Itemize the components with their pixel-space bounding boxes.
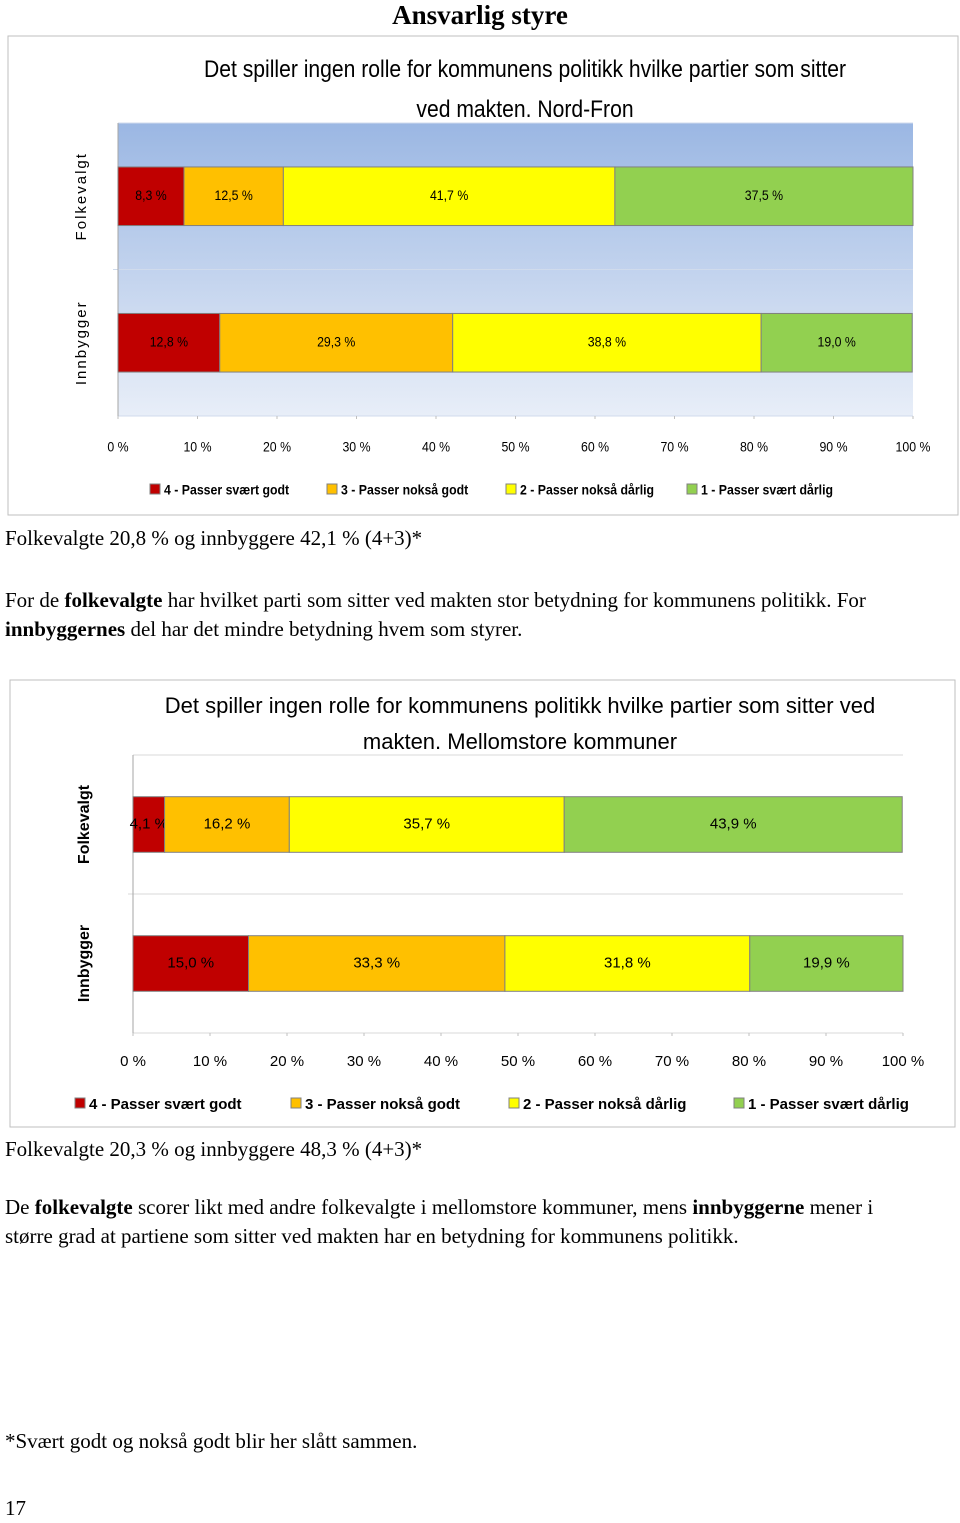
data-label: 35,7 % — [403, 815, 450, 832]
x-tick-label: 40 % — [422, 439, 450, 455]
plot-area — [133, 755, 903, 1033]
legend-label: 2 - Passer nokså dårlig — [520, 482, 654, 498]
x-tick-label: 60 % — [578, 1053, 612, 1070]
summary: Folkevalgte 20,3 % og innbyggere 48,3 % … — [5, 1137, 423, 1161]
data-label: 12,8 % — [150, 334, 189, 350]
x-tick-label: 70 % — [655, 1053, 689, 1070]
legend-label: 1 - Passer svært dårlig — [748, 1096, 909, 1113]
bar-segment — [183, 166, 284, 227]
legend-label: 4 - Passer svært godt — [164, 482, 290, 498]
text-run: scorer likt med andre folkevalgte i mell… — [132, 1195, 693, 1219]
bar-segment — [117, 166, 185, 227]
category-label: Innbygger — [73, 300, 90, 385]
legend-label: 4 - Passer svært godt — [89, 1096, 242, 1113]
x-tick-label: 60 % — [581, 439, 609, 455]
text-run: innbyggernes — [5, 617, 126, 641]
category-label: Folkevalgt — [73, 152, 90, 240]
bar-segment — [219, 312, 454, 373]
legend-label: 1 - Passer svært dårlig — [701, 482, 833, 498]
bar-segment — [504, 935, 751, 992]
plot-area — [118, 123, 913, 416]
bar-segment — [164, 796, 290, 853]
x-tick-label: 20 % — [263, 439, 291, 455]
x-tick-label: 90 % — [809, 1053, 843, 1070]
x-tick-label: 0 % — [107, 439, 128, 455]
x-tick-label: 40 % — [424, 1053, 458, 1070]
summary: Folkevalgte 20,8 % og innbyggere 42,1 % … — [5, 526, 423, 550]
text-run: del har det mindre betydning hvem som st… — [125, 617, 523, 641]
data-label: 16,2 % — [204, 815, 251, 832]
legend-swatch — [149, 483, 161, 495]
x-tick-label: 50 % — [501, 1053, 535, 1070]
category-label: Folkevalgt — [76, 784, 93, 864]
legend-label: 3 - Passer nokså godt — [305, 1096, 460, 1113]
text-run: For de — [5, 588, 65, 612]
x-tick-label: 20 % — [270, 1053, 304, 1070]
chart-title: Det spiller ingen rolle for kommunens po… — [203, 56, 847, 123]
chart-title: Det spiller ingen rolle for kommunens po… — [164, 693, 876, 754]
data-label: 19,9 % — [803, 954, 850, 971]
data-label: 8,3 % — [135, 187, 167, 203]
bar-segment — [132, 796, 166, 853]
bar-segment — [132, 935, 249, 992]
legend-swatch — [326, 483, 338, 495]
text-run: folkevalgte — [64, 588, 163, 612]
bar-segment — [117, 312, 221, 373]
bar-segment — [248, 935, 506, 992]
text-run: De — [5, 1195, 35, 1219]
x-tick-label: 100 % — [896, 439, 931, 455]
bar-segment — [614, 166, 914, 227]
legend-label: 2 - Passer nokså dårlig — [523, 1096, 686, 1113]
legend-swatch — [74, 1097, 86, 1109]
bar-segment — [282, 166, 616, 227]
data-label: 19,0 % — [818, 334, 857, 350]
page-number: 17 — [5, 1496, 26, 1520]
data-label: 4,1 % — [130, 815, 168, 832]
bar-segment — [749, 935, 904, 992]
text-run: folkevalgte — [34, 1195, 133, 1219]
paragraph: For de folkevalgte har hvilket parti som… — [5, 586, 935, 644]
x-tick-label: 80 % — [732, 1053, 766, 1070]
x-tick-label: 30 % — [342, 439, 370, 455]
data-label: 37,5 % — [745, 187, 784, 203]
data-label: 43,9 % — [710, 815, 757, 832]
data-label: 33,3 % — [353, 954, 400, 971]
legend-swatch — [733, 1097, 745, 1109]
x-tick-label: 10 % — [183, 439, 211, 455]
paragraph: De folkevalgte scorer likt med andre fol… — [5, 1193, 920, 1251]
x-tick-label: 10 % — [193, 1053, 227, 1070]
page-title: Ansvarlig styre — [392, 0, 568, 30]
x-tick-label: 100 % — [882, 1053, 925, 1070]
text-run: innbyggerne — [692, 1195, 805, 1219]
data-label: 12,5 % — [215, 187, 254, 203]
data-label: 15,0 % — [167, 954, 214, 971]
x-tick-label: 90 % — [819, 439, 847, 455]
data-label: 41,7 % — [430, 187, 469, 203]
text-run: har hvilket parti som sitter ved makten … — [162, 588, 866, 612]
bar-segment — [760, 312, 913, 373]
data-label: 29,3 % — [317, 334, 356, 350]
legend-label: 3 - Passer nokså godt — [341, 482, 469, 498]
category-label: Innbygger — [76, 925, 93, 1002]
bar-segment — [563, 796, 903, 853]
x-tick-label: 70 % — [660, 439, 688, 455]
legend-swatch — [505, 483, 517, 495]
bar-segment — [288, 796, 565, 853]
legend-swatch — [508, 1097, 520, 1109]
x-tick-label: 50 % — [501, 439, 529, 455]
footnote: *Svært godt og nokså godt blir her slått… — [5, 1429, 418, 1453]
legend-swatch — [290, 1097, 302, 1109]
data-label: 38,8 % — [588, 334, 627, 350]
bar-segment — [452, 312, 762, 373]
x-tick-label: 30 % — [347, 1053, 381, 1070]
data-label: 31,8 % — [604, 954, 651, 971]
legend-swatch — [686, 483, 698, 495]
x-tick-label: 0 % — [120, 1053, 146, 1070]
x-tick-label: 80 % — [740, 439, 768, 455]
text-run: mener i større grad at partiene som sitt… — [5, 1195, 874, 1248]
